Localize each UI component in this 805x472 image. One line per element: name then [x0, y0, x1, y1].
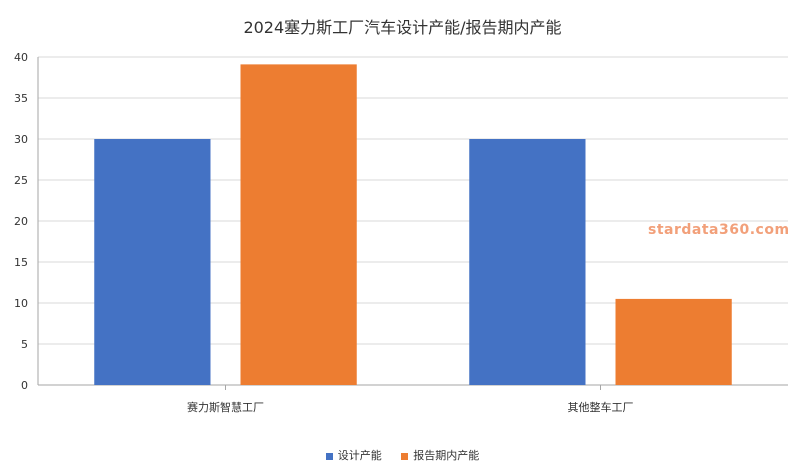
y-tick-label-5: 25	[14, 174, 28, 187]
y-tick-label-0: 0	[21, 379, 28, 392]
x-tick-label-1: 其他整车工厂	[568, 400, 634, 414]
bar-1-1	[615, 298, 732, 385]
y-tick-label-3: 15	[14, 256, 28, 269]
bar-0-0	[94, 139, 211, 385]
y-tick-label-2: 10	[14, 297, 28, 310]
y-tick-label-1: 5	[21, 338, 28, 351]
legend-label-series-0: 设计产能	[337, 449, 382, 462]
y-tick-label-7: 35	[14, 92, 28, 105]
legend-item-series-0[interactable]: 设计产能	[325, 447, 382, 463]
y-tick-label-8: 40	[14, 51, 28, 64]
x-tick-label-0: 赛力斯智慧工厂	[187, 400, 264, 414]
legend-swatch-series-1	[401, 452, 409, 460]
chart-title: 2024塞力斯工厂汽车设计产能/报告期内产能	[243, 18, 562, 37]
bar-0-1	[469, 139, 586, 385]
legend-label-series-1: 报告期内产能	[413, 449, 480, 462]
y-tick-label-4: 20	[14, 215, 28, 228]
watermark: stardata360.com	[648, 222, 790, 238]
bar-1-0	[240, 64, 357, 385]
y-tick-label-6: 30	[14, 133, 28, 146]
legend: 设计产能 报告期内产能	[0, 447, 805, 463]
legend-item-series-1[interactable]: 报告期内产能	[401, 447, 479, 463]
legend-swatch-series-0	[325, 452, 333, 460]
